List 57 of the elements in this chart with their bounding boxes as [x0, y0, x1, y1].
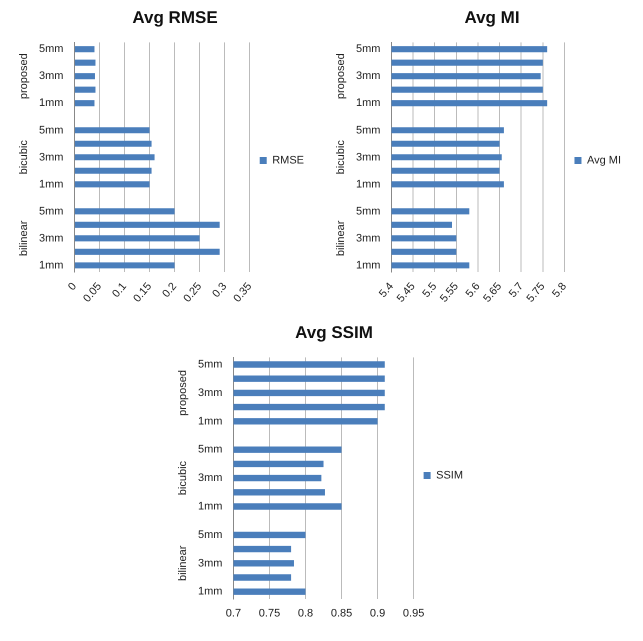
x-tick-label: 5.5 — [420, 280, 440, 300]
text: bicubic — [18, 140, 30, 174]
y-tick-label: 1mm — [356, 259, 380, 272]
x-tick-label: 5.7 — [506, 280, 526, 300]
y-tick-label: 3mm — [356, 151, 380, 164]
text: bicubic — [176, 460, 189, 496]
text: proposed — [18, 53, 30, 100]
y-tick-label: 1mm — [38, 178, 64, 190]
x-tick-label: 0.7 — [225, 607, 241, 620]
x-tick-label: 0.2 — [160, 280, 180, 300]
y-tick-label: 5mm — [356, 124, 380, 136]
y-tick-label: 3mm — [356, 232, 380, 244]
x-tick-label: 0 — [66, 280, 80, 293]
y-tick-label: 3mm — [38, 151, 64, 164]
x-tick-label: 0.85 — [330, 607, 352, 620]
x-tick-label: 0.75 — [258, 607, 280, 620]
y-tick-label: 1mm — [197, 586, 222, 598]
x-tick-label: 0.9 — [369, 607, 385, 620]
y-tick-label: 3mm — [38, 232, 64, 244]
x-tick-label: 5.4 — [377, 280, 396, 300]
x-tick-label: 5.6 — [464, 280, 483, 300]
x-tick-label: 0.95 — [402, 607, 424, 620]
x-tick-label: 0.1 — [110, 280, 130, 300]
legend-label: Avg MI — [586, 154, 621, 167]
text: bilinear — [335, 220, 348, 256]
x-tick-label: 0.3 — [210, 280, 230, 300]
legend-label: SSIM — [436, 470, 463, 482]
y-tick-label: 5mm — [38, 205, 64, 218]
y-tick-label: 3mm — [197, 557, 222, 570]
y-tick-label: 3mm — [356, 70, 380, 82]
y-tick-label: 3mm — [38, 70, 64, 82]
y-tick-label: 5mm — [38, 124, 64, 136]
y-tick-label: 5mm — [356, 205, 380, 218]
text: bicubic — [335, 140, 348, 174]
y-tick-label: 5mm — [197, 528, 222, 541]
y-tick-label: 5mm — [38, 43, 64, 56]
y-tick-label: 3mm — [197, 472, 222, 484]
text: bilinear — [18, 220, 30, 256]
y-tick-label: 5mm — [197, 444, 222, 456]
y-tick-label: 5mm — [197, 358, 222, 371]
chart-title: Avg MI — [464, 8, 520, 27]
y-tick-label: 1mm — [197, 500, 222, 513]
chart-title: Avg RMSE — [132, 8, 218, 27]
text: proposed — [335, 53, 348, 100]
legend-label: RMSE — [272, 154, 304, 167]
y-tick-label: 1mm — [38, 259, 64, 272]
chart-title: Avg SSIM — [294, 322, 372, 342]
text: bilinear — [176, 545, 189, 582]
y-tick-label: 3mm — [197, 386, 222, 399]
x-tick-label: 5.8 — [550, 280, 570, 300]
y-tick-label: 1mm — [197, 415, 222, 428]
y-tick-label: 1mm — [356, 97, 380, 110]
y-tick-label: 1mm — [38, 97, 64, 110]
text: proposed — [176, 370, 189, 416]
y-tick-label: 5mm — [356, 43, 380, 56]
x-tick-label: 0.8 — [297, 607, 313, 620]
y-tick-label: 1mm — [356, 178, 380, 190]
